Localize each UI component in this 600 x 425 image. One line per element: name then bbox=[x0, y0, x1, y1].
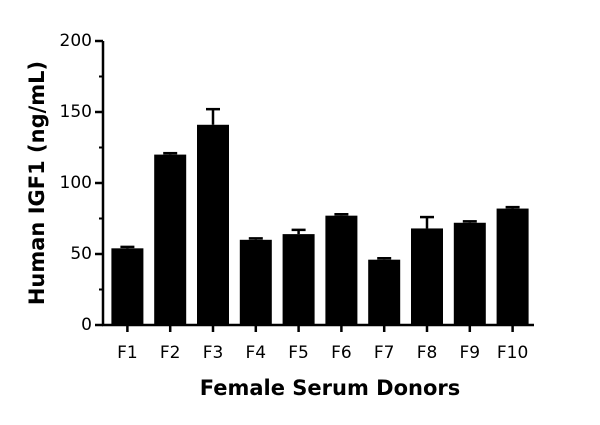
error-bar bbox=[334, 212, 349, 216]
x-tick-label: F8 bbox=[417, 343, 438, 363]
x-tick-label: F2 bbox=[160, 343, 181, 363]
x-tick-label: F9 bbox=[459, 343, 480, 363]
y-tick-label: 100 bbox=[60, 173, 92, 193]
y-tick-label: 150 bbox=[60, 102, 92, 122]
error-bar bbox=[248, 237, 263, 240]
x-tick-label: F10 bbox=[497, 343, 528, 363]
error-bar bbox=[163, 151, 178, 155]
error-bar bbox=[291, 228, 306, 235]
bar bbox=[325, 215, 358, 325]
error-bar bbox=[120, 245, 135, 249]
bar bbox=[111, 248, 144, 325]
x-tick-label: F3 bbox=[203, 343, 224, 363]
y-tick-label: 200 bbox=[60, 31, 92, 51]
bar bbox=[154, 154, 187, 325]
x-tick-label: F4 bbox=[245, 343, 266, 363]
x-axis-title: Female Serum Donors bbox=[200, 376, 461, 400]
bar bbox=[453, 222, 486, 325]
bar bbox=[282, 234, 315, 325]
y-tick-label: 0 bbox=[81, 315, 92, 335]
y-axis-title: Human IGF1 (ng/mL) bbox=[25, 61, 49, 305]
y-tick-label: 50 bbox=[70, 244, 92, 264]
x-tick-label: F5 bbox=[288, 343, 309, 363]
error-bar bbox=[420, 215, 434, 229]
bar bbox=[368, 259, 401, 325]
bar bbox=[239, 239, 272, 325]
error-bar bbox=[377, 257, 392, 260]
bar bbox=[411, 228, 443, 325]
error-bar bbox=[505, 205, 520, 209]
error-bar bbox=[206, 107, 220, 125]
bar bbox=[197, 124, 229, 325]
x-tick-label: F7 bbox=[374, 343, 395, 363]
x-tick-label: F1 bbox=[117, 343, 138, 363]
error-bar bbox=[462, 220, 477, 223]
x-tick-label: F6 bbox=[331, 343, 352, 363]
bar bbox=[496, 208, 529, 325]
